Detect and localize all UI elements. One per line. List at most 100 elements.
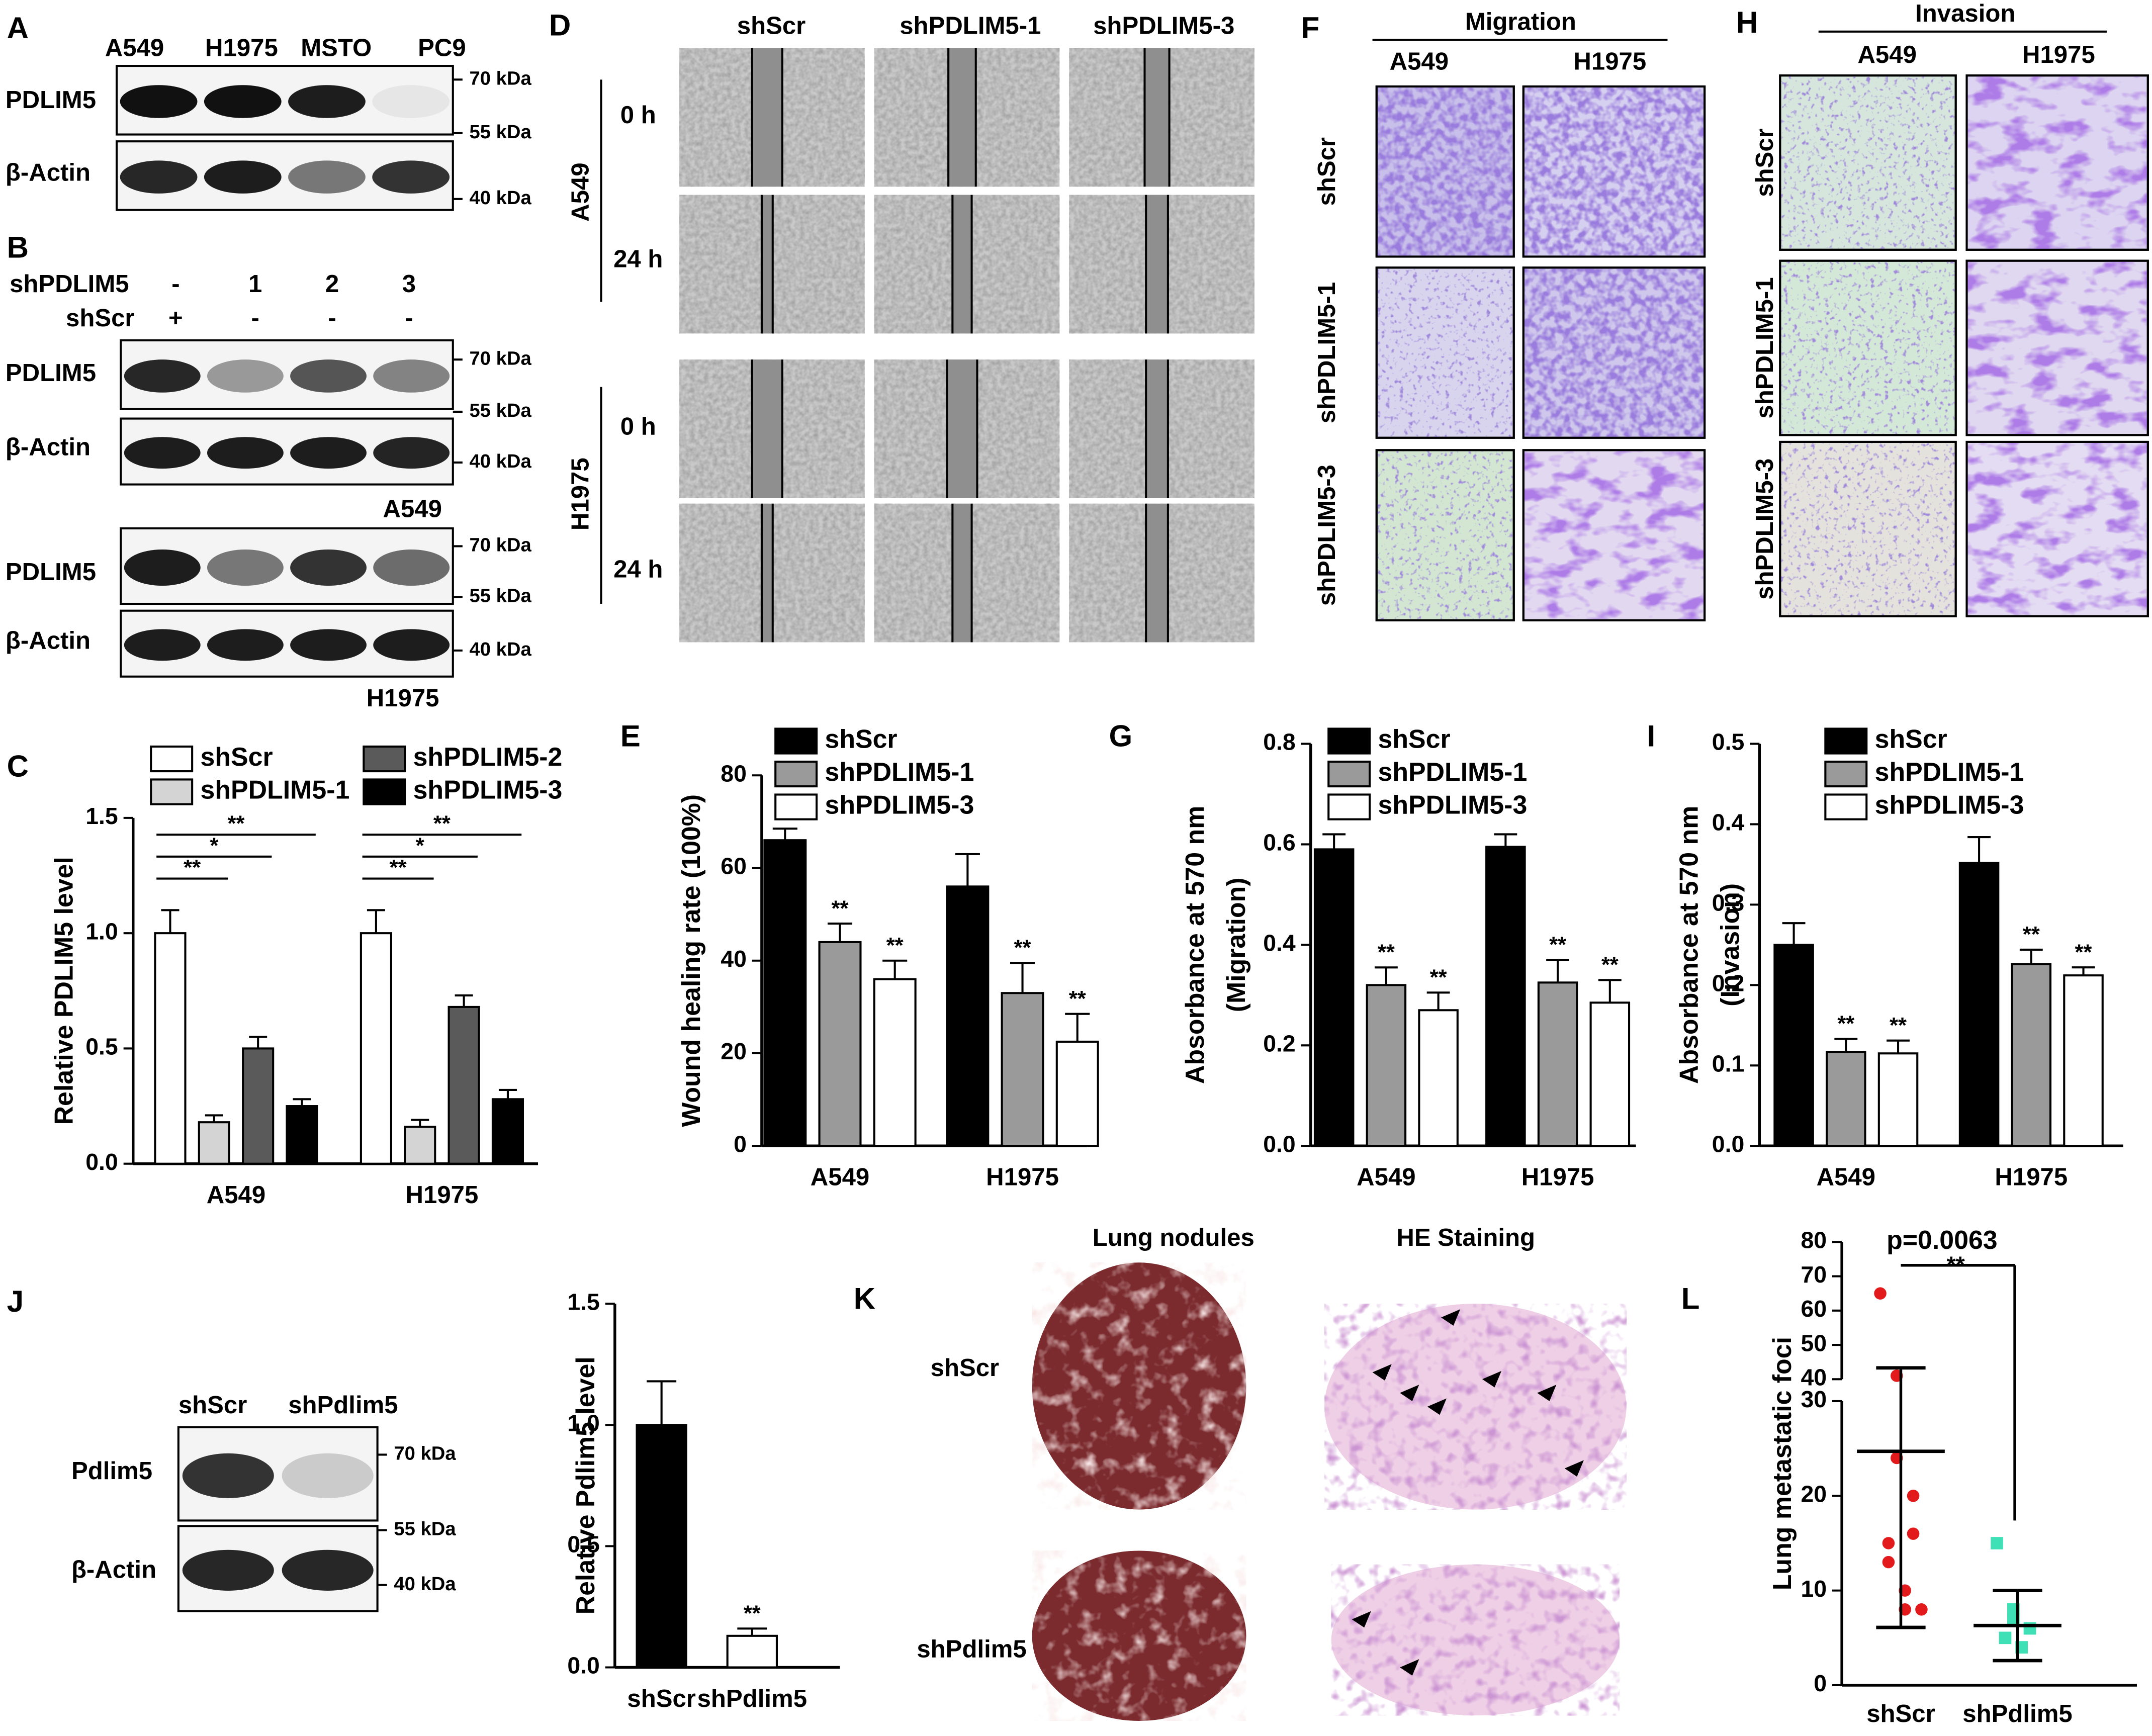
y-tick-label: 0.4 <box>1263 930 1296 956</box>
y-tick-label: 0.0 <box>1263 1131 1295 1157</box>
label: shPdlim5 <box>917 1636 1026 1663</box>
arrowhead <box>1441 1309 1461 1326</box>
label: Migration <box>1465 8 1576 35</box>
x-tick-label: A549 <box>207 1181 265 1209</box>
label: shScr <box>1751 128 1778 197</box>
band <box>373 549 450 586</box>
band <box>182 1453 274 1498</box>
significance: * <box>416 833 424 858</box>
point <box>1915 1603 1928 1616</box>
image-texture <box>1523 267 1705 438</box>
x-tick-label: shScr <box>1866 1700 1935 1727</box>
band <box>207 549 284 586</box>
arrowhead <box>1537 1385 1557 1401</box>
y-tick-label: 0.5 <box>85 1034 118 1060</box>
label: β-Actin <box>71 1556 156 1583</box>
axis-title: (Invasion) <box>1715 883 1744 1007</box>
panel-label: E <box>620 719 641 753</box>
y-tick-label: 0.3 <box>1712 890 1745 916</box>
wound-gap <box>947 359 977 498</box>
wound-gap <box>952 503 972 643</box>
legend-swatch <box>363 778 406 805</box>
he-texture <box>1331 1564 1620 1716</box>
label: Invasion <box>1915 0 2015 27</box>
label: shPdlim5 <box>288 1392 398 1419</box>
x-tick-label: H1975 <box>986 1164 1059 1191</box>
significance: ** <box>227 811 244 836</box>
label: shScr <box>178 1392 247 1419</box>
bar <box>763 839 807 1147</box>
wound-gap <box>761 503 773 643</box>
y-tick-label: 1.5 <box>85 803 118 829</box>
point <box>1882 1537 1895 1549</box>
wound-gap <box>752 48 782 187</box>
band <box>204 85 282 118</box>
band <box>290 359 367 393</box>
image-texture <box>1523 450 1705 620</box>
panel-label: D <box>549 8 571 42</box>
label: shPDLIM5-3 <box>1093 13 1234 40</box>
x-tick-label: H1975 <box>406 1181 479 1209</box>
significance: ** <box>744 1601 761 1626</box>
label: β-Actin <box>6 434 91 461</box>
x-tick-label: A549 <box>811 1164 869 1191</box>
label: shPDLIM5-1 <box>1313 282 1340 423</box>
panel-label: A <box>7 11 29 45</box>
label: shPDLIM5-3 <box>1313 465 1340 606</box>
wound-gap <box>1146 195 1168 334</box>
significance: ** <box>1069 986 1086 1011</box>
band <box>120 85 198 118</box>
label: H1975 <box>2022 41 2095 68</box>
label: H1975 <box>367 685 439 712</box>
bar <box>1001 992 1044 1147</box>
bar <box>1418 1009 1459 1147</box>
y-tick-label: 0.0 <box>567 1653 600 1679</box>
band <box>373 629 450 661</box>
legend-swatch <box>774 793 818 820</box>
wound-gap <box>1146 503 1168 643</box>
y-tick-label: 0.5 <box>567 1531 600 1558</box>
lung-texture <box>1032 1550 1246 1721</box>
y-tick-label: 30 <box>1801 1386 1827 1412</box>
wound-gap <box>761 195 773 334</box>
label: 24 h <box>613 556 663 583</box>
image-texture <box>1966 75 2148 250</box>
legend-label: shScr <box>1378 724 1451 754</box>
significance: ** <box>184 855 201 880</box>
image-texture <box>1376 267 1514 438</box>
bar <box>286 1105 318 1165</box>
label: Pdlim5 <box>71 1457 152 1485</box>
image-texture <box>1966 441 2148 616</box>
legend-swatch <box>1327 727 1371 755</box>
legend-label: shScr <box>825 724 897 754</box>
arrowhead <box>1372 1364 1392 1381</box>
y-tick-label: 60 <box>721 853 747 879</box>
band <box>282 1453 374 1498</box>
marker-label: 55 kDa <box>470 400 532 421</box>
bar <box>946 885 990 1147</box>
y-tick-label: 40 <box>721 946 747 972</box>
image-frame <box>1522 85 1706 258</box>
legend-swatch <box>1327 760 1371 788</box>
axis-title: Relative PDLIM5 level <box>49 857 78 1125</box>
bar <box>242 1047 275 1165</box>
wound-gap <box>1144 48 1170 187</box>
x-tick-label: shScr <box>627 1685 696 1712</box>
annotation: p=0.0063 <box>1887 1225 1998 1254</box>
label: PDLIM5 <box>6 359 96 387</box>
point <box>1882 1556 1895 1569</box>
label: shScr <box>1313 137 1340 206</box>
band <box>207 359 284 393</box>
bar <box>726 1634 778 1669</box>
bar <box>198 1121 230 1165</box>
significance: ** <box>1014 936 1031 960</box>
label: A549 <box>1390 48 1449 75</box>
label: 3 <box>402 270 416 298</box>
label: - <box>405 305 413 332</box>
y-tick-label: 1.0 <box>85 918 118 944</box>
bar <box>360 932 392 1165</box>
legend-swatch <box>774 727 818 755</box>
he-texture <box>1324 1304 1627 1510</box>
bar <box>1773 944 1814 1147</box>
panel-label: F <box>1301 11 1320 45</box>
